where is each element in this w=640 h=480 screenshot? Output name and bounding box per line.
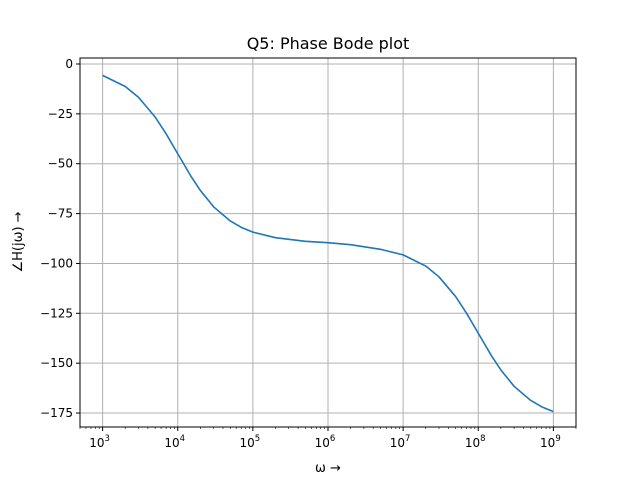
phase-series-line: [102, 74, 554, 413]
x-axis-label: ω →: [315, 461, 341, 476]
x-tick-label: 107: [390, 434, 411, 450]
x-tick-label: 105: [240, 434, 261, 450]
x-tick-label: 109: [540, 434, 561, 450]
y-tick-label: 0: [65, 57, 73, 71]
y-tick-label: −50: [48, 157, 73, 171]
chart-title: Q5: Phase Bode plot: [247, 34, 410, 53]
x-tick-label: 108: [465, 434, 486, 450]
y-tick-label: −150: [40, 356, 73, 370]
y-axis-label: ∠H(jω) →: [11, 211, 26, 272]
y-tick-label: −175: [40, 406, 73, 420]
y-tick-label: −100: [40, 256, 73, 270]
x-axis-ticks: 103 104 105 106 107 108 109: [79, 427, 577, 450]
y-tick-label: −75: [48, 207, 73, 221]
x-tick-label: 104: [164, 434, 185, 450]
x-tick-label: 103: [89, 434, 110, 450]
grid: [80, 58, 576, 427]
x-tick-label: 106: [315, 434, 336, 450]
plot-series: [102, 74, 554, 413]
y-tick-label: −25: [48, 107, 73, 121]
y-axis-ticks: 0 −25 −50 −75 −100 −125 −150 −175: [40, 57, 80, 420]
y-tick-label: −125: [40, 306, 73, 320]
